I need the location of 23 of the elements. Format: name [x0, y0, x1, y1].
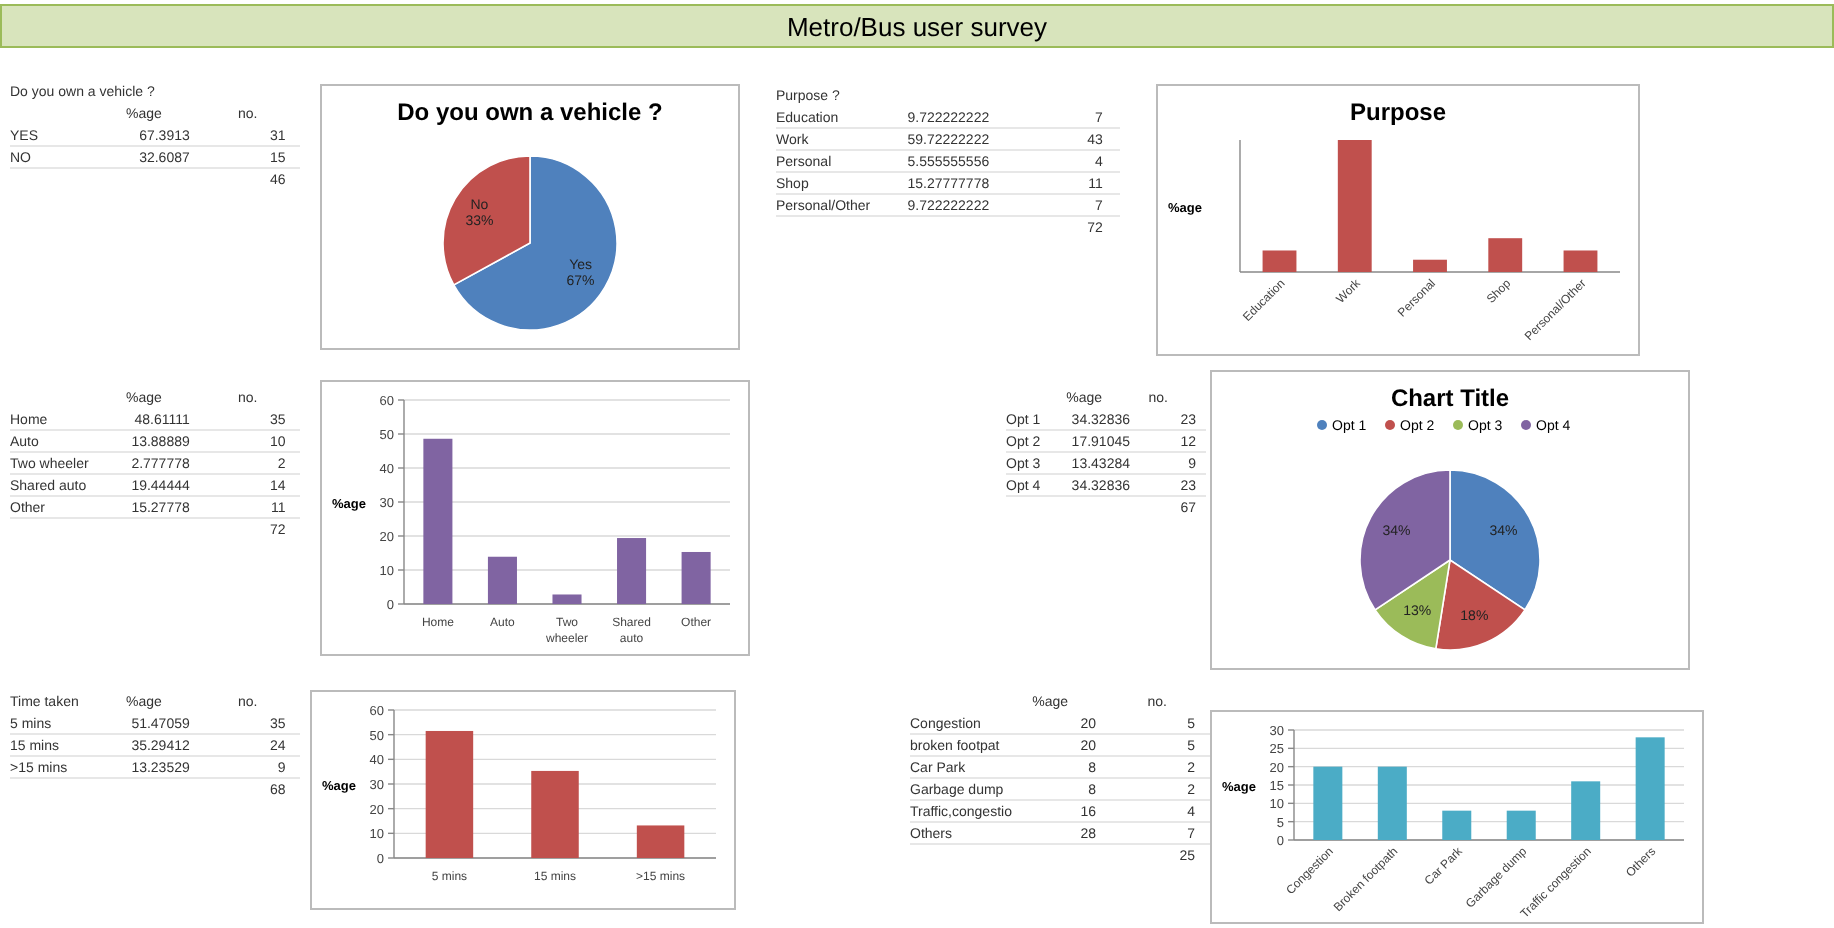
- bar: [1635, 737, 1665, 840]
- bar: [617, 538, 647, 604]
- bar: [1563, 250, 1598, 272]
- chart-title: Chart Title: [1390, 384, 1510, 412]
- bar: [531, 770, 579, 858]
- bar: [1442, 810, 1472, 840]
- bar: [1506, 810, 1536, 840]
- bar: [1337, 140, 1372, 272]
- bar: [1313, 766, 1343, 840]
- bar: [487, 556, 517, 604]
- bar: [425, 730, 474, 858]
- bar: [1262, 250, 1297, 272]
- bar: [1571, 781, 1601, 840]
- bar: [681, 551, 711, 604]
- bar: [1377, 766, 1407, 840]
- chart-title: Do you own a vehicle ?: [397, 98, 663, 126]
- bar: [1413, 259, 1447, 272]
- bar: [552, 594, 582, 604]
- text: Metro/Bus user survey: [786, 12, 1049, 42]
- chart-title: Purpose: [1349, 98, 1447, 126]
- bar: [423, 438, 453, 604]
- bar: [1488, 238, 1523, 272]
- bar: [636, 825, 685, 858]
